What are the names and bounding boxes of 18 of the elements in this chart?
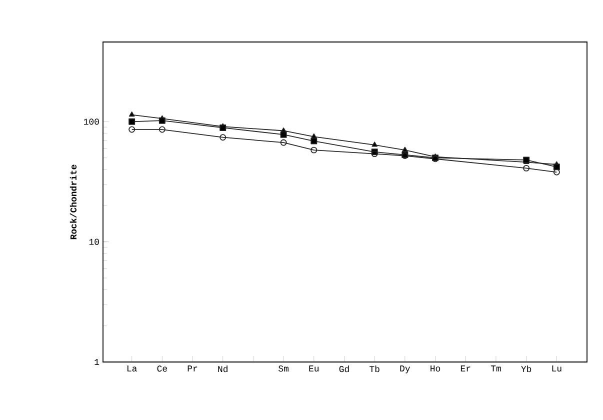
x-tick-label: La bbox=[127, 366, 137, 372]
x-tick-label: Ho bbox=[430, 366, 440, 372]
x-tick-label: Pr bbox=[188, 366, 198, 372]
x-tick-label: Dy bbox=[400, 366, 410, 374]
x-tick-label: Sm bbox=[278, 366, 288, 372]
x-tick-label: Gd bbox=[339, 366, 349, 372]
y-tick-label: 1 bbox=[94, 359, 100, 365]
x-tick-label: Ce bbox=[157, 366, 167, 372]
x-tick-label: Nd bbox=[218, 366, 228, 372]
x-tick-label: Lu bbox=[552, 366, 562, 372]
x-tick-label: Yb bbox=[521, 366, 532, 372]
x-tick-label: Tb bbox=[370, 366, 380, 372]
x-tick-label: Er bbox=[460, 366, 470, 372]
y-axis-title: Rock/Chondrite bbox=[70, 164, 77, 240]
y-tick-label: 10 bbox=[89, 238, 99, 245]
x-tick-label: Tm bbox=[490, 366, 501, 372]
y-tick-label: 100 bbox=[84, 118, 99, 125]
x-tick-label: Eu bbox=[309, 366, 319, 372]
